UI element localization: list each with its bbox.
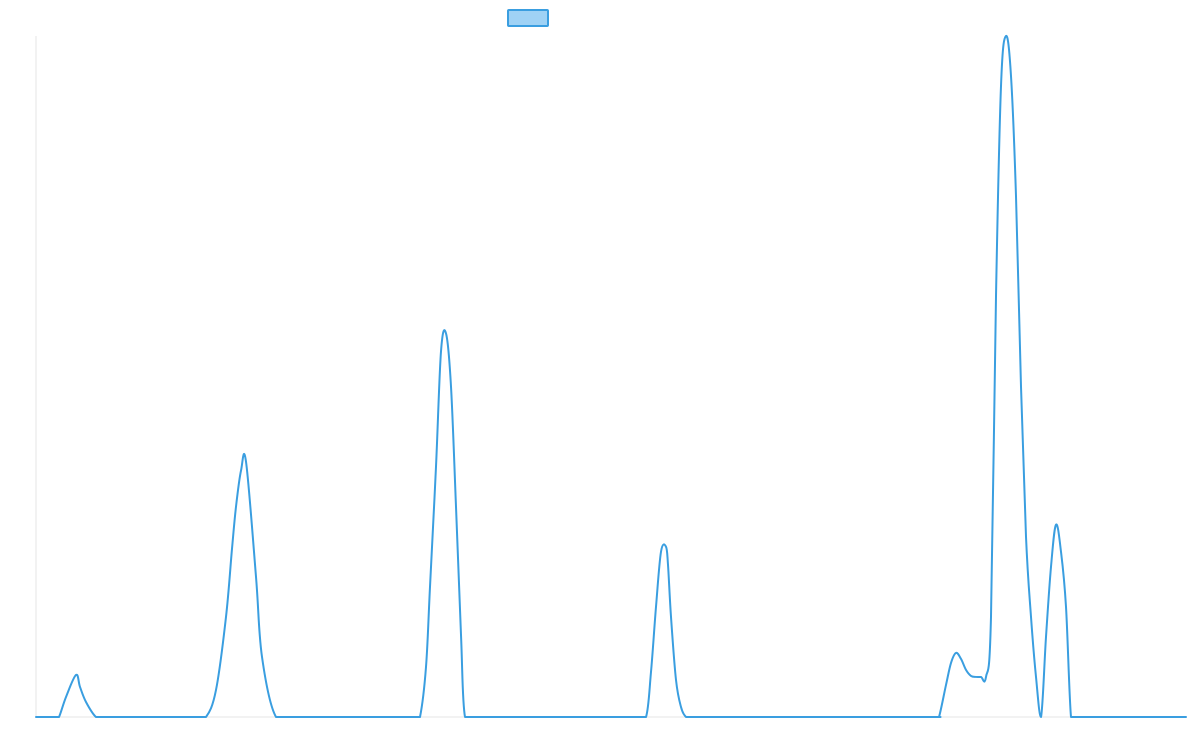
legend-swatch[interactable] — [507, 9, 549, 27]
series-layer — [35, 34, 1187, 719]
series-line-1[interactable] — [35, 34, 1187, 719]
legend[interactable] — [507, 9, 549, 27]
